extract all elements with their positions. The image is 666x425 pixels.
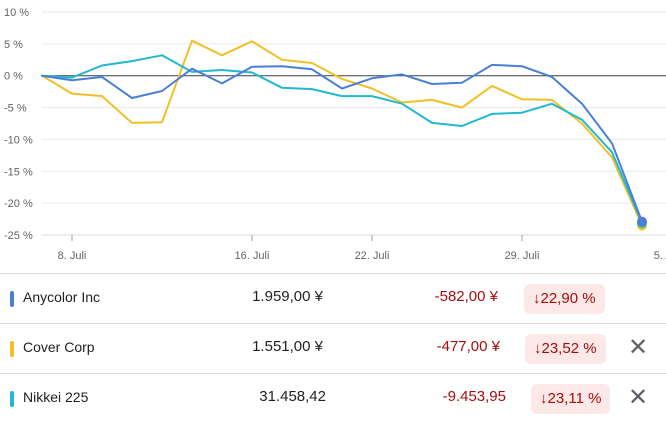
y-tick-label: -20 %: [4, 198, 33, 210]
chart-gridlines: [42, 11, 666, 236]
comparison-line-chart: 10 % 5 % 0 % -5 % -10 % -15 % -20 % -25 % 8. Ju…: [4, 7, 666, 262]
x-tick-label: 22. Juli: [355, 250, 390, 262]
series-name: Cover Corp: [23, 339, 95, 355]
series-line: [41, 54, 643, 224]
x-tick-label: 5. Aug.: [654, 250, 666, 262]
y-tick-label: 0 %: [4, 71, 23, 83]
change-value: -582,00 ¥: [434, 288, 498, 305]
percent-change-badge: ↓23,52 %: [525, 334, 606, 364]
series-line: [41, 39, 643, 227]
x-tick-label: 16. Juli: [235, 250, 270, 262]
chart-series-lines: [41, 39, 643, 227]
y-tick-label: 5 %: [4, 39, 23, 51]
price-value: 1.959,00 ¥: [252, 288, 323, 305]
table-row-anycolor[interactable]: Anycolor Inc 1.959,00 ¥ -582,00 ¥ ↓22,90…: [0, 273, 666, 323]
series-end-dots: [637, 216, 647, 231]
remove-comparison-button[interactable]: ✕: [627, 334, 649, 361]
series-end-point: [637, 216, 647, 227]
y-tick-label: -5 %: [4, 103, 27, 115]
series-line: [41, 63, 643, 223]
y-tick-label: -15 %: [4, 166, 33, 178]
x-tick-label: 8. Juli: [58, 250, 87, 262]
table-row-cover-corp[interactable]: Cover Corp 1.551,00 ¥ -477,00 ¥ ↓23,52 %…: [0, 323, 666, 373]
y-tick-label: 10 %: [4, 7, 29, 19]
y-tick-label: -10 %: [4, 134, 33, 146]
series-color-swatch: [10, 341, 14, 357]
percent-change-badge: ↓23,11 %: [531, 384, 611, 414]
percent-change-badge: ↓22,90 %: [524, 284, 605, 314]
percent-value: 23,11 %: [547, 390, 602, 407]
arrow-down-icon: ↓: [533, 290, 541, 307]
series-name: Nikkei 225: [23, 389, 89, 405]
series-color-swatch: [10, 291, 14, 307]
change-value: -477,00 ¥: [436, 338, 500, 355]
change-value: -9.453,95: [442, 388, 506, 405]
price-value: 31.458,42: [259, 388, 326, 405]
percent-value: 22,90 %: [540, 290, 596, 307]
x-tick-label: 29. Juli: [505, 250, 540, 262]
series-color-swatch: [10, 391, 14, 407]
arrow-down-icon: ↓: [534, 340, 542, 357]
percent-value: 23,52 %: [541, 340, 597, 357]
y-tick-label: -25 %: [4, 230, 33, 242]
price-value: 1.551,00 ¥: [252, 338, 323, 355]
remove-comparison-button[interactable]: ✕: [627, 384, 649, 411]
x-axis: 8. Juli 16. Juli 22. Juli 29. Juli 5. Aug.: [42, 234, 666, 262]
y-axis: 10 % 5 % 0 % -5 % -10 % -15 % -20 % -25 %: [4, 7, 33, 242]
table-row-nikkei[interactable]: Nikkei 225 31.458,42 -9.453,95 ↓23,11 % …: [0, 373, 666, 423]
comparison-table: Anycolor Inc 1.959,00 ¥ -582,00 ¥ ↓22,90…: [0, 273, 666, 423]
series-name: Anycolor Inc: [23, 289, 101, 305]
arrow-down-icon: ↓: [540, 390, 548, 407]
